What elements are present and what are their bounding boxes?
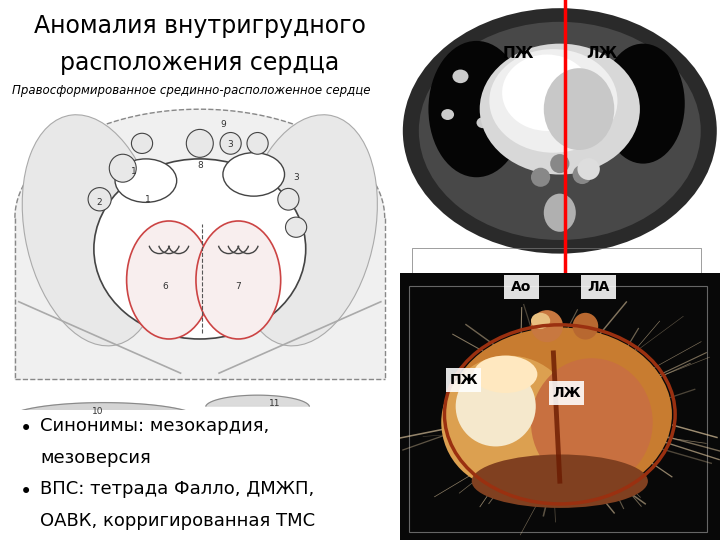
Text: Правосформированное срединно-расположенное сердце: Правосформированное срединно-расположенн… <box>12 84 371 97</box>
Text: ОАВК, корригированная ТМС: ОАВК, корригированная ТМС <box>40 512 315 530</box>
Ellipse shape <box>456 366 536 447</box>
Ellipse shape <box>531 358 653 487</box>
Ellipse shape <box>544 68 614 150</box>
Ellipse shape <box>550 154 570 173</box>
Text: 3: 3 <box>228 140 233 150</box>
Ellipse shape <box>452 70 469 83</box>
Ellipse shape <box>577 158 600 180</box>
Ellipse shape <box>127 221 212 339</box>
Text: 1: 1 <box>145 195 150 204</box>
Text: Аномалия внутригрудного: Аномалия внутригрудного <box>34 14 366 37</box>
FancyBboxPatch shape <box>504 275 539 299</box>
Ellipse shape <box>477 117 490 128</box>
Text: 7: 7 <box>235 282 241 291</box>
Text: мезоверсия: мезоверсия <box>40 449 150 467</box>
FancyBboxPatch shape <box>446 368 481 392</box>
Ellipse shape <box>490 49 618 153</box>
Ellipse shape <box>572 313 598 340</box>
Ellipse shape <box>544 194 576 232</box>
Bar <box>413 248 701 273</box>
Text: •: • <box>20 482 32 502</box>
Text: 2: 2 <box>96 198 102 207</box>
Ellipse shape <box>278 188 299 210</box>
Text: ВПС: тетрада Фалло, ДМЖП,: ВПС: тетрада Фалло, ДМЖП, <box>40 480 314 497</box>
Ellipse shape <box>601 44 685 164</box>
Ellipse shape <box>402 8 717 254</box>
Ellipse shape <box>223 153 284 196</box>
Ellipse shape <box>109 154 136 182</box>
Polygon shape <box>206 395 310 406</box>
Polygon shape <box>15 109 384 379</box>
Ellipse shape <box>441 109 454 120</box>
Ellipse shape <box>196 221 281 339</box>
Ellipse shape <box>531 310 563 342</box>
Text: 1: 1 <box>132 167 138 176</box>
Ellipse shape <box>88 187 111 211</box>
Text: ПЖ: ПЖ <box>503 46 534 62</box>
Ellipse shape <box>94 159 306 339</box>
Ellipse shape <box>531 168 550 187</box>
Text: 3: 3 <box>293 173 299 182</box>
Polygon shape <box>6 403 201 425</box>
Ellipse shape <box>480 44 640 174</box>
Ellipse shape <box>419 22 701 240</box>
Text: Ао: Ао <box>511 280 531 294</box>
Text: ЛА: ЛА <box>587 280 609 294</box>
Ellipse shape <box>132 133 153 153</box>
FancyBboxPatch shape <box>549 381 584 405</box>
Text: расположения сердца: расположения сердца <box>60 51 339 75</box>
Text: 6: 6 <box>162 282 168 291</box>
Text: 11: 11 <box>269 399 281 408</box>
Ellipse shape <box>428 41 525 177</box>
Ellipse shape <box>220 132 241 154</box>
Ellipse shape <box>441 355 576 489</box>
Ellipse shape <box>247 132 268 154</box>
Text: ПЖ: ПЖ <box>449 373 478 387</box>
Ellipse shape <box>472 455 648 508</box>
Ellipse shape <box>572 165 592 184</box>
Text: ЛЖ: ЛЖ <box>586 46 617 62</box>
Ellipse shape <box>448 327 672 501</box>
Ellipse shape <box>473 355 537 393</box>
FancyBboxPatch shape <box>580 275 616 299</box>
Ellipse shape <box>186 130 213 157</box>
Text: •: • <box>20 418 32 438</box>
Ellipse shape <box>531 313 550 329</box>
Text: 8: 8 <box>197 160 202 170</box>
Ellipse shape <box>115 159 176 202</box>
Text: 10: 10 <box>92 407 104 415</box>
Ellipse shape <box>22 115 162 346</box>
Ellipse shape <box>286 217 307 237</box>
Text: 9: 9 <box>220 120 226 129</box>
Text: Синонимы: мезокардия,: Синонимы: мезокардия, <box>40 417 269 435</box>
Text: ЛЖ: ЛЖ <box>552 386 580 400</box>
Ellipse shape <box>238 115 377 346</box>
Ellipse shape <box>502 55 592 131</box>
